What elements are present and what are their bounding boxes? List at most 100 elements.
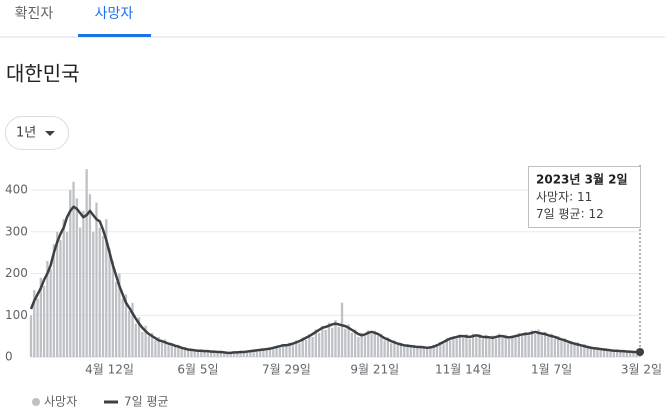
bar xyxy=(406,344,409,357)
bar xyxy=(131,302,134,357)
bar xyxy=(245,351,249,357)
tab-indicator xyxy=(78,34,151,37)
range-dropdown[interactable] xyxy=(5,116,69,150)
bar xyxy=(632,352,635,357)
bar xyxy=(242,351,245,357)
bar xyxy=(599,349,602,357)
bar xyxy=(147,336,151,357)
x-tick-label: 4월 12일 xyxy=(85,363,134,377)
bar xyxy=(295,340,298,357)
bar xyxy=(629,350,632,357)
x-tick-label: 1월 7일 xyxy=(531,363,572,377)
bar xyxy=(209,350,213,357)
bar xyxy=(62,219,65,357)
bar xyxy=(445,338,448,357)
bar xyxy=(49,269,52,357)
bar xyxy=(586,348,589,357)
bar xyxy=(383,340,386,357)
bar xyxy=(262,348,265,357)
bar xyxy=(275,345,278,357)
bar xyxy=(494,338,498,357)
bar xyxy=(560,341,563,357)
bar xyxy=(75,198,78,357)
bar xyxy=(252,351,255,357)
tooltip: 2023년 3월 2일 사망자: 11 7일 평균: 12 xyxy=(528,166,641,228)
bar xyxy=(272,349,275,357)
range-label: 1년 xyxy=(16,126,36,141)
bar xyxy=(543,331,547,357)
tooltip-date: 2023년 3월 2일 xyxy=(536,172,628,187)
bar xyxy=(52,244,56,357)
tab-active[interactable]: 사망자 xyxy=(95,6,134,22)
bar xyxy=(82,210,85,357)
bar xyxy=(141,331,144,357)
bar xyxy=(177,344,180,357)
bar xyxy=(399,342,403,357)
bar xyxy=(29,315,33,357)
bar xyxy=(478,334,481,357)
bar xyxy=(232,353,236,357)
plot: 0 100 200 300 400 4월 12일 6월 5일 7월 29일 9월 21일 11월 … xyxy=(5,165,662,409)
bar xyxy=(357,336,360,357)
bar xyxy=(350,332,354,357)
bar xyxy=(612,351,615,357)
bar xyxy=(396,345,399,357)
bar xyxy=(317,332,321,357)
bar xyxy=(196,349,200,357)
bar xyxy=(259,350,262,357)
y-tick-label: 100 xyxy=(5,308,28,322)
bar xyxy=(606,350,609,357)
bar xyxy=(373,330,376,357)
bar xyxy=(308,334,311,357)
bar xyxy=(304,339,308,357)
bar xyxy=(583,344,586,357)
bar xyxy=(589,346,593,357)
bar xyxy=(340,302,344,357)
bar xyxy=(517,332,521,357)
bar xyxy=(137,317,141,357)
bar xyxy=(95,202,98,357)
bar xyxy=(576,342,579,357)
bar xyxy=(547,336,550,357)
bar xyxy=(367,330,370,357)
bar xyxy=(422,348,426,357)
bar xyxy=(524,331,527,357)
tab[interactable]: 확진자 xyxy=(15,6,54,22)
bar xyxy=(268,347,272,357)
bar xyxy=(491,335,494,357)
tooltip-series: 7일 평균 xyxy=(536,207,581,221)
bar xyxy=(448,340,452,357)
bar xyxy=(363,336,367,357)
bar xyxy=(347,324,350,357)
bar xyxy=(170,343,173,357)
bar xyxy=(334,320,337,357)
bar xyxy=(550,333,553,357)
bar xyxy=(206,351,209,357)
bar xyxy=(403,346,406,357)
bar xyxy=(376,336,380,357)
bar xyxy=(360,332,363,357)
bar xyxy=(298,343,301,357)
bar xyxy=(180,348,183,357)
x-tick-label: 3월 2일 xyxy=(621,363,662,377)
bar xyxy=(353,329,357,357)
bar xyxy=(530,330,534,357)
bar xyxy=(481,338,484,357)
bar xyxy=(625,352,629,357)
bar xyxy=(534,334,537,357)
bar xyxy=(471,333,475,357)
bar xyxy=(527,335,530,357)
bar xyxy=(475,336,478,357)
bar xyxy=(622,350,625,357)
bar xyxy=(216,351,219,357)
bar xyxy=(609,349,612,357)
bar xyxy=(504,334,507,357)
tooltip-value: 12 xyxy=(588,207,603,221)
bar xyxy=(278,347,281,357)
bar xyxy=(223,351,226,357)
bar xyxy=(455,338,458,357)
bar xyxy=(118,273,121,357)
hover-point xyxy=(636,347,644,356)
